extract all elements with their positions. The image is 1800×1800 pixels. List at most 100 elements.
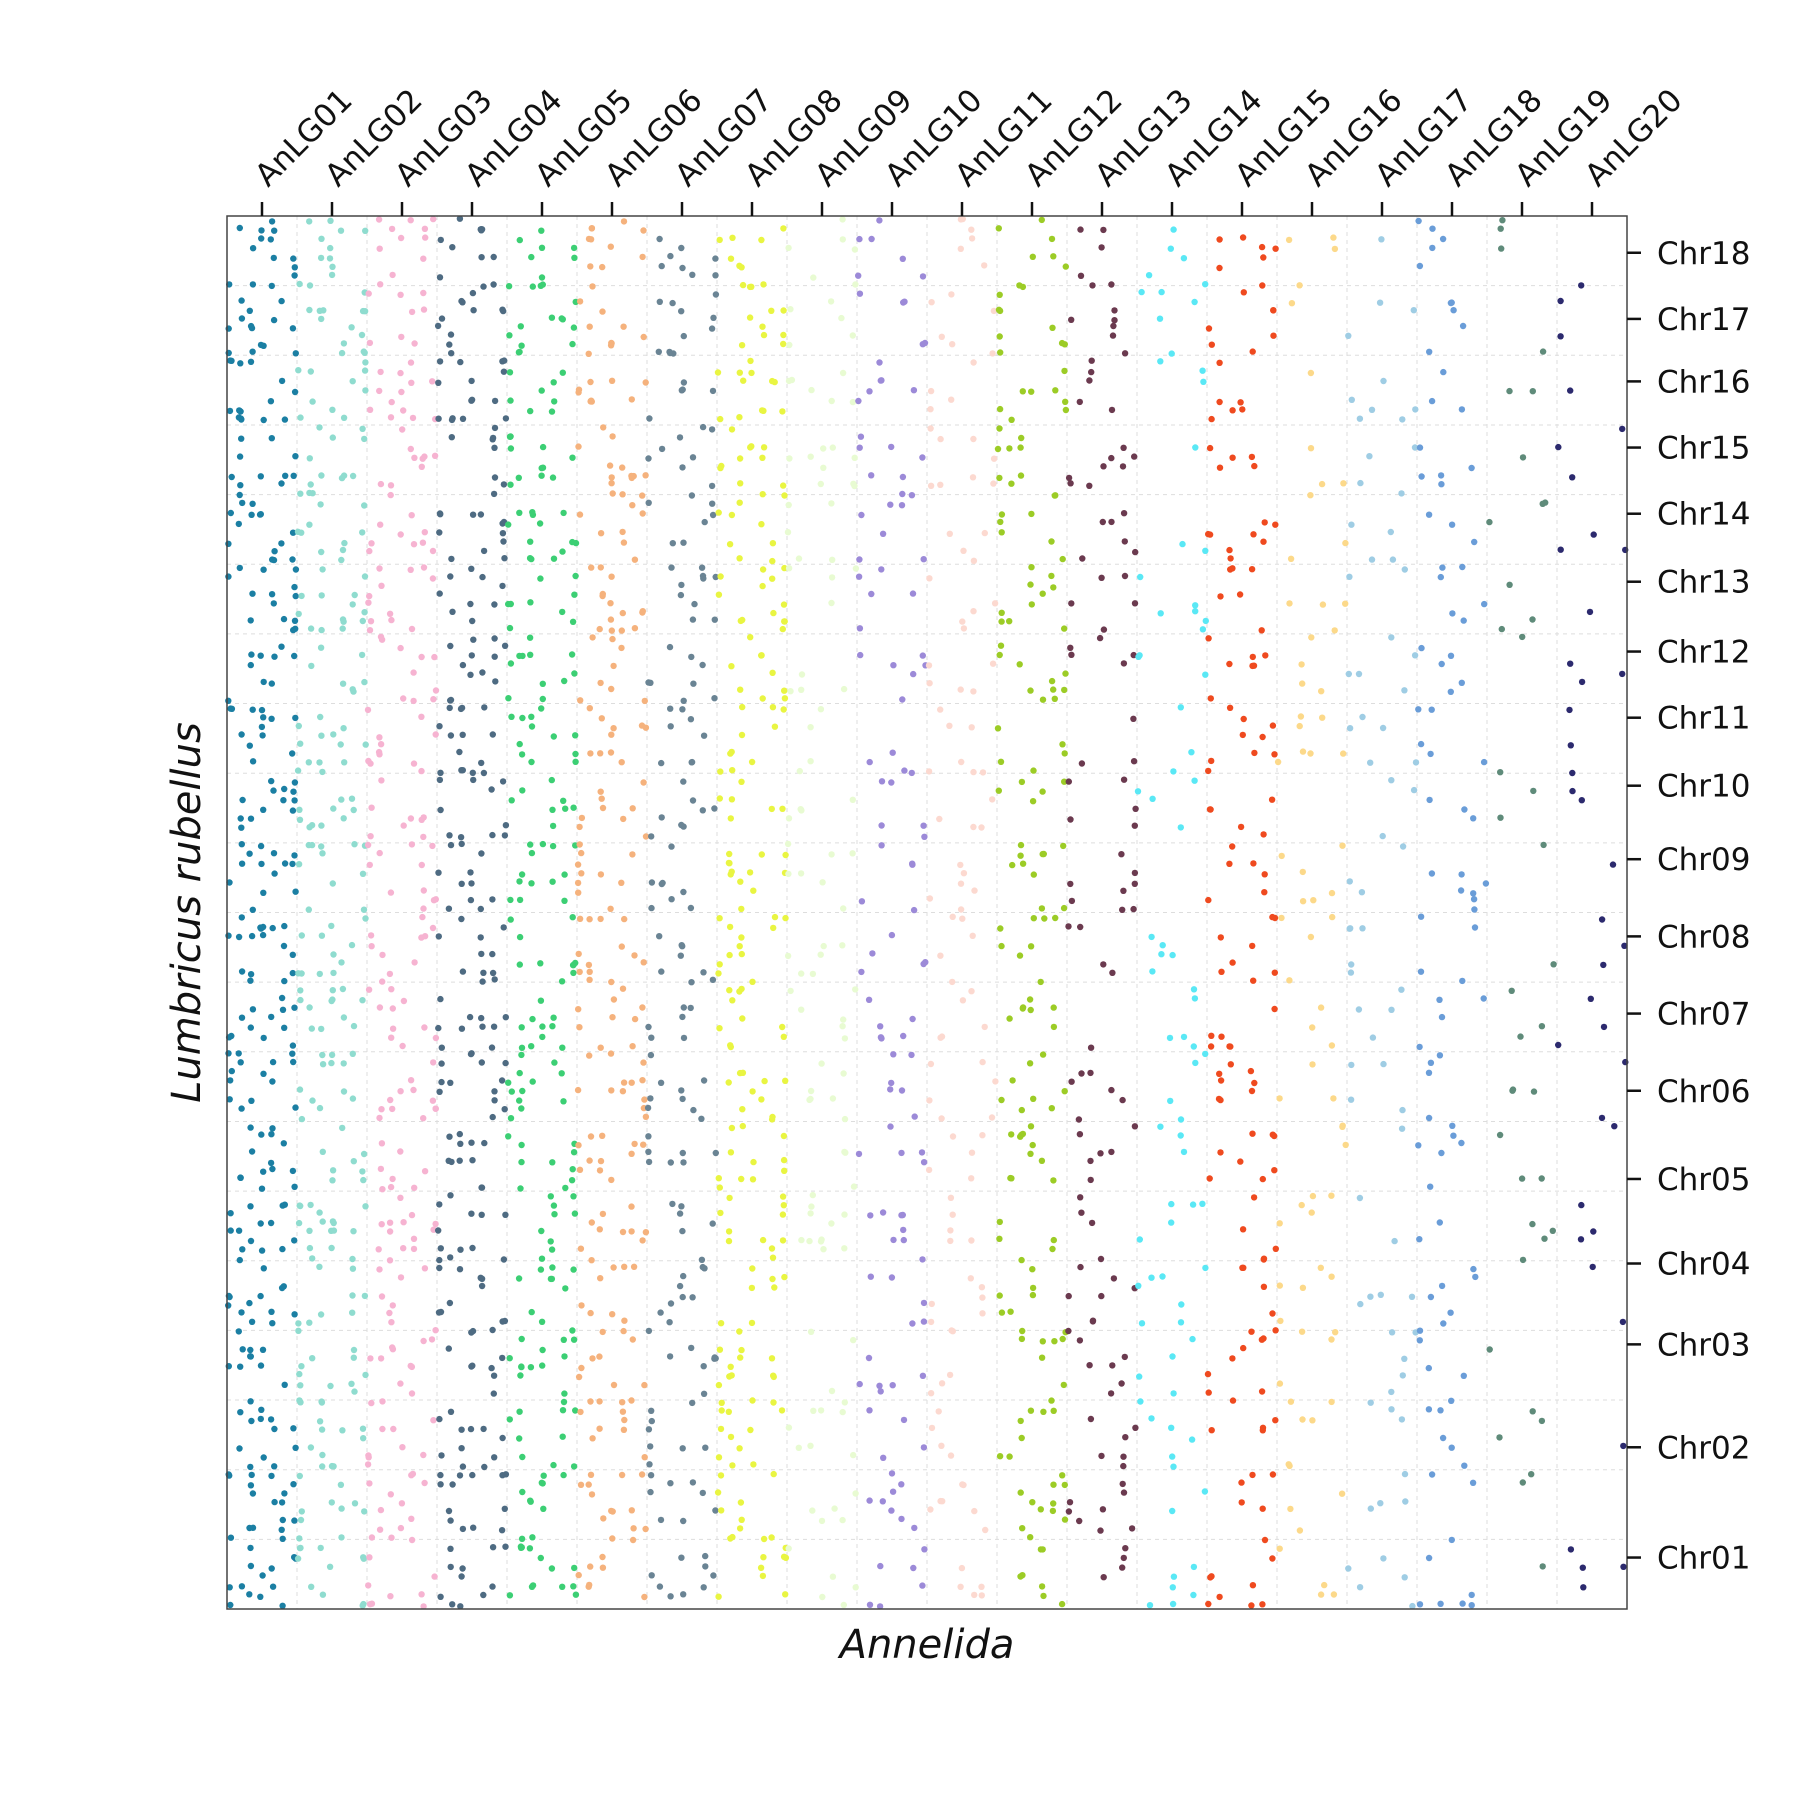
data-point [237, 1059, 244, 1066]
data-point [998, 618, 1005, 625]
data-point [1076, 1131, 1084, 1138]
data-point [1017, 1489, 1024, 1496]
data-point [351, 591, 358, 599]
data-point [1249, 662, 1256, 670]
data-point [1051, 1338, 1058, 1345]
data-point [436, 723, 443, 730]
data-point [1338, 1490, 1346, 1497]
data-point [1296, 1527, 1304, 1534]
data-point [798, 970, 805, 977]
data-point [1130, 651, 1137, 659]
data-point [289, 556, 296, 563]
data-point [996, 1218, 1003, 1226]
data-point [1587, 995, 1595, 1002]
data-point [459, 1565, 466, 1572]
data-point [1356, 1194, 1364, 1202]
data-point [268, 715, 275, 722]
data-point [760, 281, 767, 288]
data-point [376, 1526, 384, 1533]
data-point [291, 583, 298, 591]
data-point [1250, 860, 1257, 867]
data-point [589, 1355, 596, 1362]
data-point [908, 492, 916, 499]
data-point [1019, 283, 1027, 291]
data-point [698, 564, 706, 571]
data-point [1028, 564, 1035, 571]
data-point [351, 841, 358, 848]
data-point [715, 1593, 722, 1600]
data-point [888, 1079, 895, 1087]
data-point [759, 323, 766, 330]
data-point [645, 499, 652, 506]
data-point [269, 1320, 276, 1327]
data-point [268, 1013, 275, 1021]
data-point [655, 348, 662, 355]
data-point [992, 1078, 999, 1085]
data-point [316, 1418, 324, 1425]
data-point [638, 1471, 646, 1478]
data-point [228, 1067, 235, 1075]
data-point [680, 888, 687, 896]
data-point [436, 1088, 443, 1096]
data-point [878, 842, 885, 849]
data-point [550, 555, 558, 562]
data-point [631, 952, 638, 959]
data-point [248, 1097, 255, 1105]
data-point [515, 1275, 523, 1282]
data-point [559, 1583, 566, 1591]
data-point [361, 609, 368, 616]
data-point [868, 235, 875, 243]
data-point [568, 1177, 576, 1184]
data-point [970, 768, 977, 776]
data-point [1555, 1041, 1562, 1049]
data-point [1062, 406, 1070, 414]
data-point [1188, 1436, 1196, 1443]
data-point [828, 1387, 836, 1395]
data-point [479, 669, 486, 676]
data-point [781, 1167, 788, 1175]
data-point [268, 1472, 275, 1480]
data-point [279, 1516, 286, 1524]
data-point [1192, 602, 1199, 609]
data-point [365, 986, 373, 993]
data-point [499, 1318, 506, 1325]
data-point [1248, 453, 1256, 461]
data-point [538, 705, 545, 712]
data-point [1061, 1088, 1068, 1095]
data-point [679, 1149, 686, 1157]
data-point [305, 841, 312, 849]
data-point [1029, 1141, 1036, 1149]
data-point [499, 1472, 506, 1479]
data-point [1621, 942, 1628, 949]
data-point [597, 871, 605, 878]
data-point [1619, 670, 1626, 678]
data-point [349, 1265, 357, 1272]
data-point [358, 331, 366, 339]
data-point [576, 298, 584, 305]
data-point [1052, 387, 1059, 394]
data-point [678, 581, 685, 589]
data-point [1355, 1006, 1363, 1013]
data-point [349, 1292, 356, 1299]
data-point [1027, 1150, 1034, 1158]
data-point [291, 1311, 298, 1318]
data-point [388, 1534, 395, 1541]
data-point [1250, 1194, 1258, 1201]
data-point [437, 1471, 444, 1479]
data-point [481, 1139, 488, 1147]
data-point [519, 1488, 526, 1496]
data-point [699, 1263, 706, 1271]
data-point [598, 715, 605, 722]
data-point [1030, 871, 1038, 878]
data-point [899, 255, 906, 262]
data-point [1180, 1148, 1188, 1156]
data-point [306, 1004, 313, 1011]
data-point [1580, 1584, 1587, 1591]
data-point [716, 1025, 723, 1032]
data-point [446, 1133, 453, 1140]
data-point [639, 1237, 646, 1244]
data-point [1049, 1507, 1057, 1515]
data-point [1401, 687, 1408, 694]
data-point [560, 1471, 567, 1479]
data-point [1167, 245, 1175, 252]
